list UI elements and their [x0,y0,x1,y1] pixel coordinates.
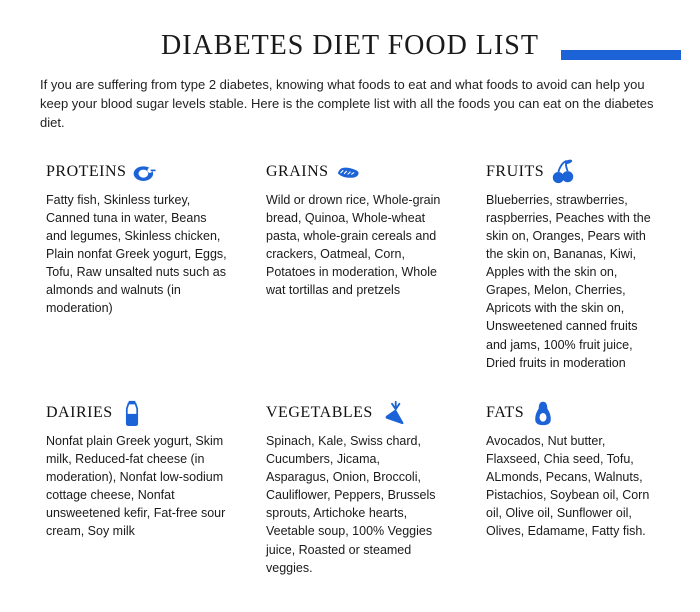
cherries-icon [550,159,576,185]
category-title: VEGETABLES [266,404,373,422]
category-header: GRAINS [266,159,444,185]
category-header: FRUITS [486,159,660,185]
bread-icon [335,159,361,185]
category-title: GRAINS [266,163,329,181]
category-header: FATS [486,400,660,426]
title-underline [561,50,681,60]
category-title: FRUITS [486,163,544,181]
carrot-icon [379,400,405,426]
milk-icon [119,400,145,426]
category-title: FATS [486,404,524,422]
avocado-icon [530,400,556,426]
category-dairies: DAIRIES Nonfat plain Greek yogurt, Skim … [40,400,228,577]
category-header: DAIRIES [46,400,228,426]
page-title: DIABETES DIET FOOD LIST [161,30,539,62]
category-fruits: FRUITS Blueberries, strawberries, raspbe… [472,159,660,372]
category-proteins: PROTEINS Fatty fish, Skinless turkey, Ca… [40,159,228,372]
category-fats: FATS Avocados, Nut butter, Flaxseed, Chi… [472,400,660,577]
category-body: Blueberries, strawberries, raspberries, … [486,191,660,372]
category-body: Spinach, Kale, Swiss chard, Cucumbers, J… [266,432,444,577]
category-header: VEGETABLES [266,400,444,426]
category-title: DAIRIES [46,404,113,422]
category-header: PROTEINS [46,159,228,185]
category-body: Wild or drown rice, Whole-grain bread, Q… [266,191,444,300]
category-body: Fatty fish, Skinless turkey, Canned tuna… [46,191,228,318]
category-body: Avocados, Nut butter, Flaxseed, Chia see… [486,432,660,541]
category-body: Nonfat plain Greek yogurt, Skim milk, Re… [46,432,228,541]
categories-grid: PROTEINS Fatty fish, Skinless turkey, Ca… [40,159,660,577]
category-grains: GRAINS Wild or drown rice, Whole-grain b… [256,159,444,372]
category-vegetables: VEGETABLES Spinach, Kale, Swiss chard, C… [256,400,444,577]
steak-icon [132,159,158,185]
intro-paragraph: If you are suffering from type 2 diabete… [40,76,660,133]
page-title-wrap: DIABETES DIET FOOD LIST [40,30,660,62]
category-title: PROTEINS [46,163,126,181]
page-title-text: DIABETES DIET FOOD LIST [161,30,539,61]
